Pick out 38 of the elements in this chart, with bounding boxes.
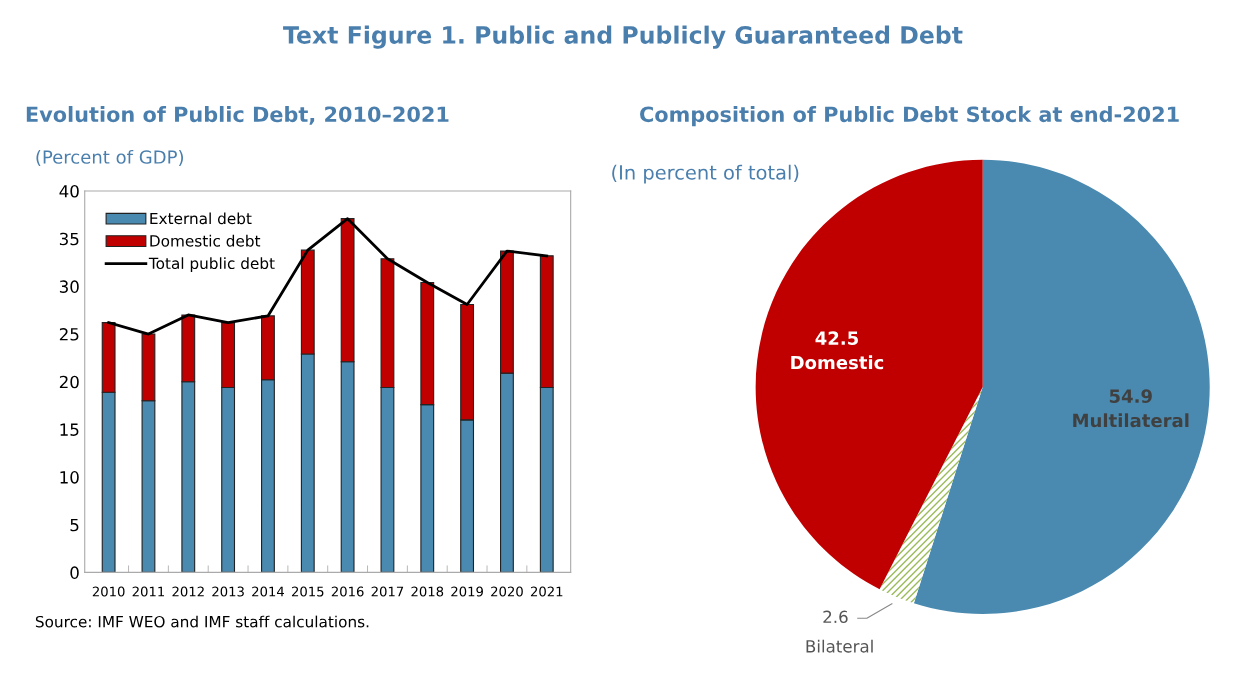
y-tick-label: 35 xyxy=(59,232,79,246)
data-label: 54.9 xyxy=(1109,389,1152,403)
x-tick-label: 2015 xyxy=(291,586,324,597)
slice-label: Multilateral xyxy=(1073,413,1189,428)
y-axis-title: (Percent of GDP) xyxy=(36,149,184,166)
x-tick-label: 2010 xyxy=(92,586,125,597)
chart-subtitle: (In percent of total) xyxy=(612,164,799,184)
x-tick-label: 2014 xyxy=(252,586,284,597)
y-tick-label: 20 xyxy=(59,375,79,389)
y-tick-label: 0 xyxy=(70,566,79,579)
x-tick-label: 2021 xyxy=(530,586,563,597)
y-tick-label: 5 xyxy=(70,518,79,532)
text: Text Figure 1. Public and Publicly Guaranteed Debt xyxy=(283,25,963,49)
x-tick-label: 2018 xyxy=(411,586,444,597)
legend-label: External debt xyxy=(150,212,252,225)
x-tick-label: 2011 xyxy=(132,586,165,597)
pie-slice xyxy=(913,159,1210,614)
y-tick-label: 15 xyxy=(60,423,79,436)
source-note: Source: IMF WEO and IMF staff calculations. xyxy=(35,615,369,628)
x-tick-label: 2016 xyxy=(331,586,364,597)
chart-subtitle: Evolution of Public Debt, 2010–2021 xyxy=(26,106,449,125)
x-tick-label: 2017 xyxy=(371,586,404,597)
y-tick-label: 40 xyxy=(59,184,79,198)
slice-label: Bilateral xyxy=(806,639,873,653)
pie-slice xyxy=(879,386,983,604)
data-label: 2.6 xyxy=(823,610,848,624)
x-tick-label: 2013 xyxy=(212,586,244,597)
legend-label: Domestic debt xyxy=(150,234,261,247)
data-label: 42.5 xyxy=(815,331,858,345)
y-tick-label: 10 xyxy=(60,471,79,484)
chart-title: Composition of Public Debt Stock at end-2021 xyxy=(640,106,1179,127)
slice-label: Domestic xyxy=(791,355,884,370)
x-tick-label: 2012 xyxy=(172,586,204,597)
x-tick-label: 2019 xyxy=(451,586,483,597)
x-tick-label: 2020 xyxy=(491,586,523,597)
y-tick-label: 25 xyxy=(59,328,79,341)
y-tick-label: 30 xyxy=(59,280,79,293)
legend-label: Total public debt xyxy=(148,257,275,273)
